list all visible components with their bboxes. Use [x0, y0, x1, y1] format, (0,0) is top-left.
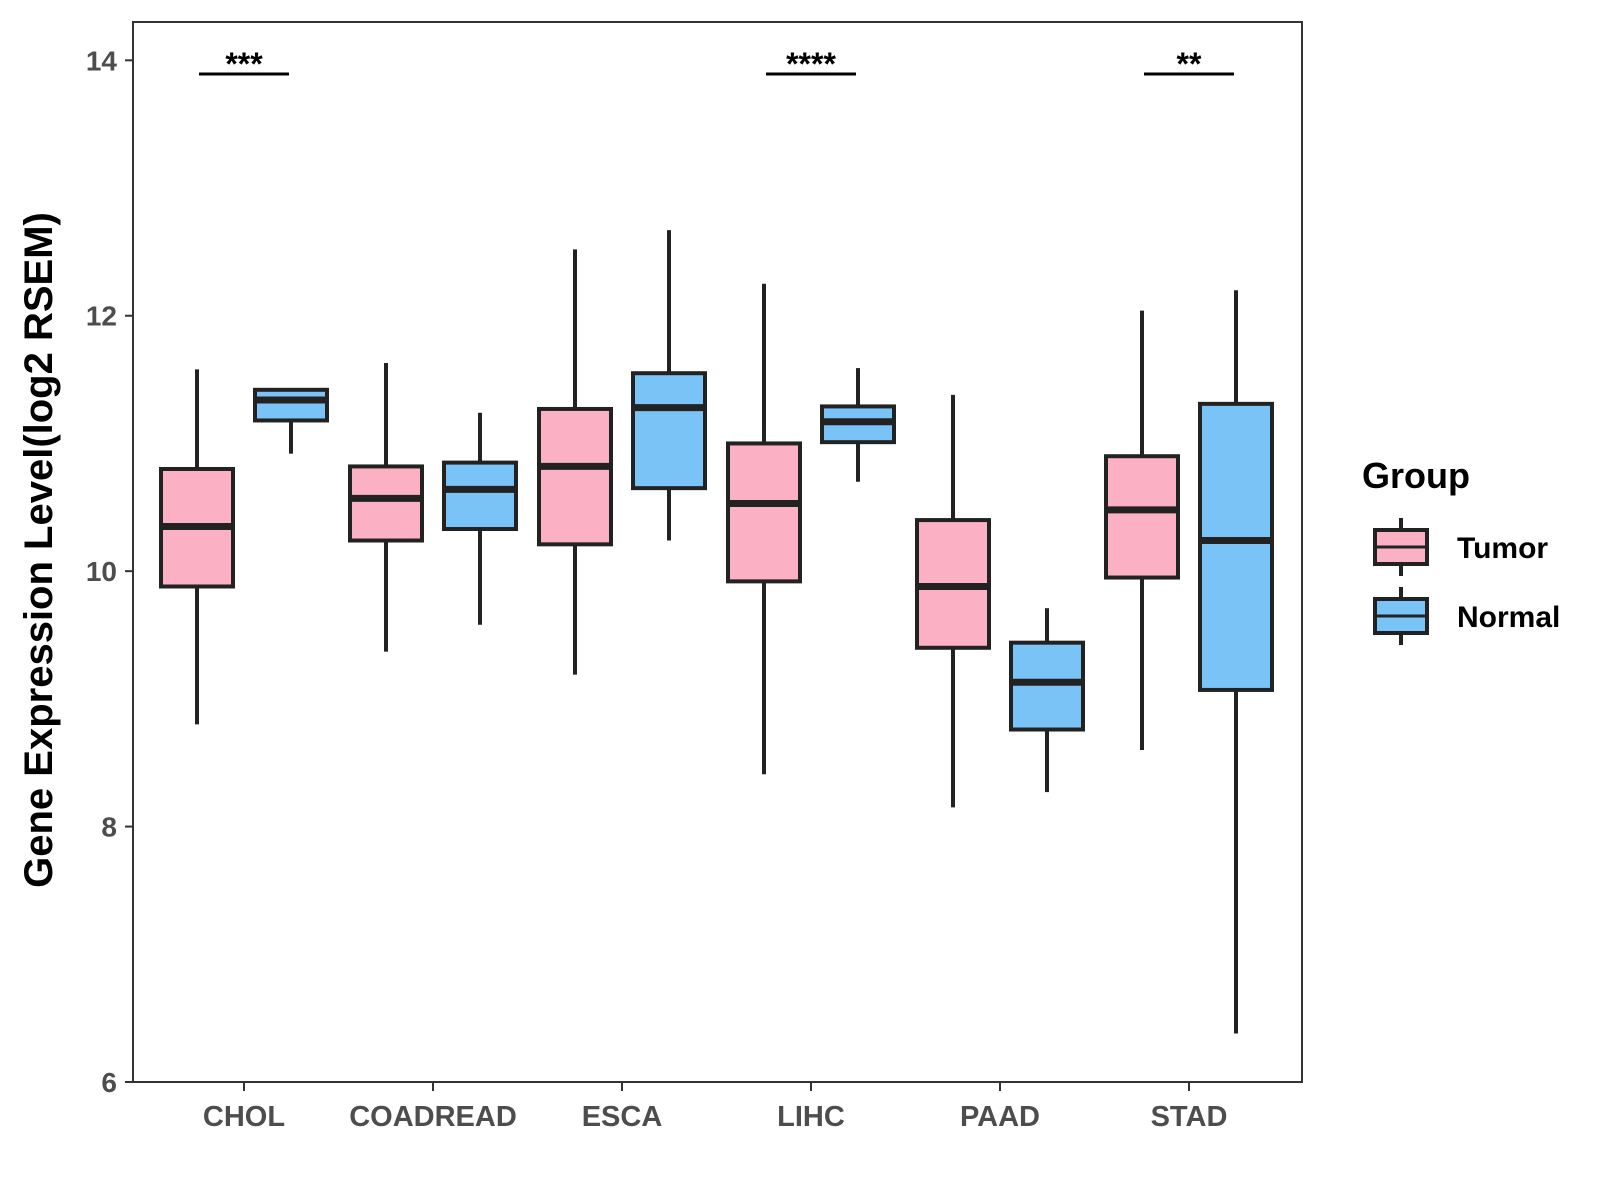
x-tick-label: STAD — [1151, 1101, 1228, 1133]
box-body — [253, 387, 329, 423]
box-body — [1009, 640, 1085, 732]
significance-label: ** — [1177, 46, 1202, 82]
box-body — [726, 441, 802, 584]
box-body — [1104, 454, 1180, 580]
box-tumor-chol — [159, 369, 235, 725]
box-tumor-esca — [537, 249, 613, 675]
y-tick-label: 10 — [86, 556, 117, 587]
legend-key-normal — [1373, 587, 1429, 645]
legend-label-tumor: Tumor — [1457, 532, 1548, 565]
box-tumor-paad — [915, 394, 991, 808]
x-tick-label: CHOL — [203, 1101, 285, 1133]
box-body — [537, 406, 613, 547]
box-body — [442, 460, 518, 532]
y-axis-title: Gene Expression Level(log2 RSEM) — [17, 212, 61, 888]
box-normal-chol — [253, 387, 329, 454]
box-body — [348, 464, 424, 543]
box-normal-esca — [631, 230, 707, 541]
legend-title: Group — [1362, 455, 1470, 496]
plot-panel-border — [132, 21, 1303, 1083]
x-tick-label: LIHC — [777, 1101, 845, 1133]
box-normal-stad — [1198, 290, 1274, 1034]
box-normal-lihc — [820, 368, 896, 482]
box-tumor-stad — [1104, 310, 1180, 750]
x-tick-label: COADREAD — [349, 1101, 517, 1133]
y-tick-label: 6 — [101, 1067, 117, 1098]
y-tick-label: 12 — [86, 301, 117, 332]
box-normal-paad — [1009, 608, 1085, 793]
significance-label: **** — [786, 46, 836, 82]
legend-key-tumor — [1373, 518, 1429, 576]
y-tick-label: 14 — [86, 45, 118, 76]
x-tick-label: ESCA — [582, 1101, 663, 1133]
legend-label-normal: Normal — [1457, 601, 1560, 634]
box-body — [631, 371, 707, 491]
significance-label: *** — [225, 46, 263, 82]
legend: Group Tumor Normal — [1362, 455, 1560, 645]
y-tick-label: 8 — [101, 812, 117, 843]
x-tick-label: PAAD — [960, 1101, 1040, 1133]
box-body — [1198, 401, 1274, 692]
box-tumor-coadread — [348, 362, 424, 652]
box-tumor-lihc — [726, 283, 802, 775]
box-normal-coadread — [442, 412, 518, 625]
